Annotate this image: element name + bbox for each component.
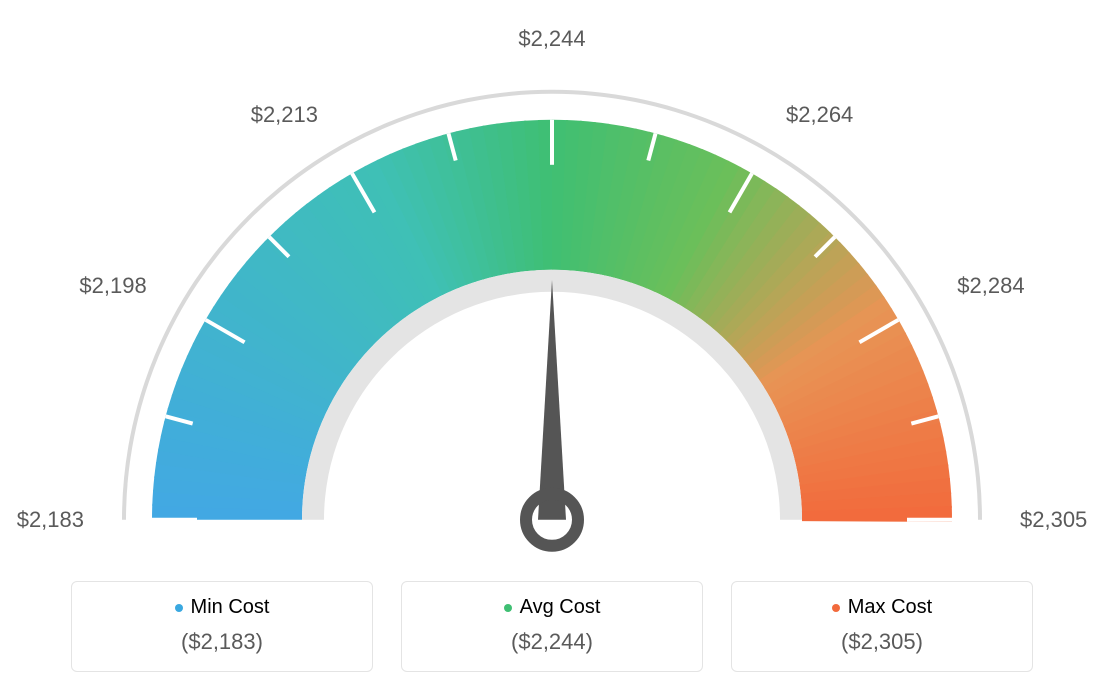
gauge-chart: [0, 40, 1104, 600]
legend-dot-icon: [504, 604, 512, 612]
legend-row: Min Cost ($2,183) Avg Cost ($2,244) Max …: [0, 581, 1104, 672]
legend-title-min: Min Cost: [72, 596, 372, 619]
legend-label-avg: Avg Cost: [520, 596, 601, 619]
legend-title-avg: Avg Cost: [402, 596, 702, 619]
legend-value-max: ($2,305): [732, 629, 1032, 655]
legend-label-max: Max Cost: [848, 596, 932, 619]
legend-dot-icon: [175, 604, 183, 612]
legend-value-min: ($2,183): [72, 629, 372, 655]
legend-card-max: Max Cost ($2,305): [731, 581, 1033, 672]
legend-label-min: Min Cost: [191, 596, 270, 619]
legend-card-min: Min Cost ($2,183): [71, 581, 373, 672]
legend-dot-icon: [832, 604, 840, 612]
gauge-area: $2,183$2,198$2,213$2,244$2,264$2,284$2,3…: [0, 0, 1104, 550]
legend-title-max: Max Cost: [732, 596, 1032, 619]
cost-gauge-widget: $2,183$2,198$2,213$2,244$2,264$2,284$2,3…: [0, 0, 1104, 690]
legend-card-avg: Avg Cost ($2,244): [401, 581, 703, 672]
legend-value-avg: ($2,244): [402, 629, 702, 655]
